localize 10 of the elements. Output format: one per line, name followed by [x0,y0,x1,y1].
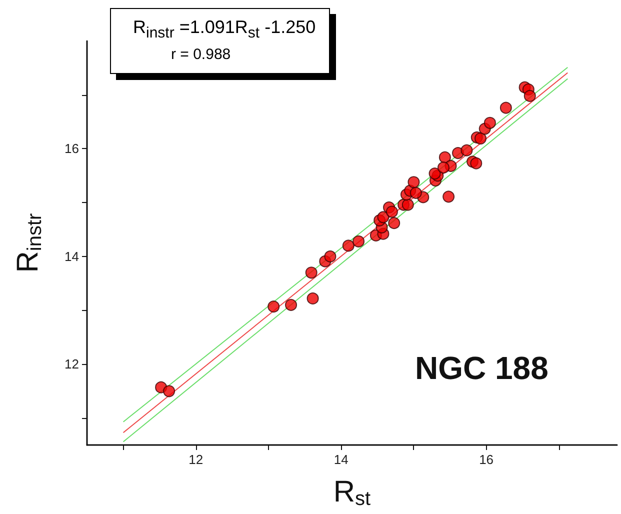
y-tick-label: 16 [64,141,79,156]
y-axis-title: Rinstr [12,212,46,273]
annotation: R$_{instr}$ =1.091R$_{st}$ -1.250 [132,17,317,42]
annotation: r = 0.988 [170,46,232,63]
y-tick-label: 12 [64,356,79,372]
x-tick-label: 12 [188,452,204,467]
y-tick-label: 14 [64,248,79,264]
x-tick-label: 16 [479,452,494,467]
annotation: NGC 188 [415,350,548,387]
x-tick-label: 14 [334,452,348,467]
